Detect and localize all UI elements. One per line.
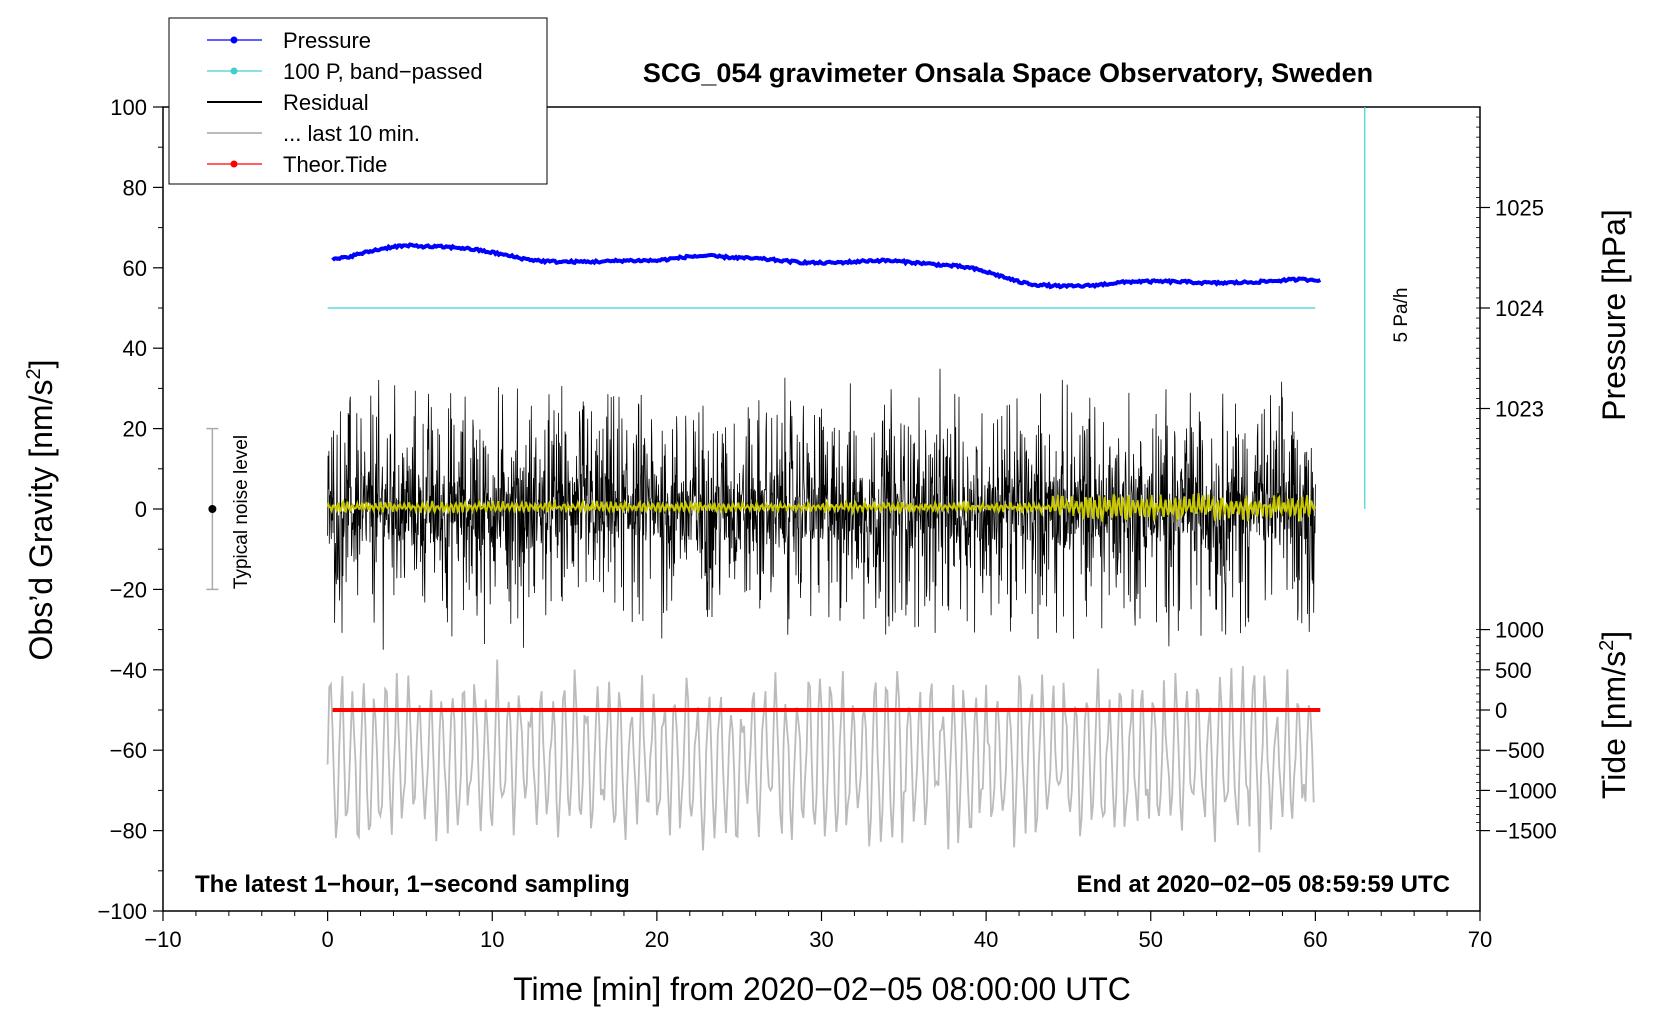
y-tick-label: 60 <box>123 256 147 281</box>
tide-tick-label: 1000 <box>1495 618 1544 643</box>
y-tick-label: −100 <box>97 899 147 924</box>
tide-tick-label: −1000 <box>1495 778 1557 803</box>
x-tick-label: −10 <box>144 927 181 952</box>
y-tick-label: −20 <box>110 577 147 602</box>
legend-label: Theor.Tide <box>283 152 387 177</box>
series-layer <box>326 242 1322 853</box>
y-tick-label: 40 <box>123 336 147 361</box>
tide-tick-label: −500 <box>1495 738 1545 763</box>
pressure-tick-label: 1023 <box>1495 397 1544 422</box>
tide-tick-label: −1500 <box>1495 819 1557 844</box>
rate-label: 5 Pa/h <box>1391 288 1412 343</box>
x-tick-label: 50 <box>1139 927 1163 952</box>
residual-filtered-line <box>326 493 1317 523</box>
y-tick-label: 80 <box>123 175 147 200</box>
legend-label: ... last 10 min. <box>283 121 420 146</box>
legend-marker <box>230 160 238 168</box>
x-axis-title: Time [min] from 2020−02−05 08:00:00 UTC <box>513 971 1131 1007</box>
legend-marker <box>230 67 238 75</box>
pressure-line <box>331 242 1322 290</box>
pressure-axis-title: Pressure [hPa] <box>1596 209 1632 421</box>
x-tick-label: 30 <box>809 927 833 952</box>
x-tick-label: 40 <box>974 927 998 952</box>
x-tick-label: 60 <box>1303 927 1327 952</box>
end-time-annotation: End at 2020−02−05 08:59:59 UTC <box>1076 871 1450 898</box>
legend-label: Pressure <box>283 28 371 53</box>
y-tick-label: 20 <box>123 417 147 442</box>
annotation-layer <box>206 107 1366 591</box>
y-tick-label: −60 <box>110 738 147 763</box>
chart-title: SCG_054 gravimeter Onsala Space Observat… <box>643 58 1373 88</box>
legend-label: Residual <box>283 90 369 115</box>
last-10-min-line <box>326 659 1315 853</box>
sampling-annotation: The latest 1−hour, 1−second sampling <box>195 871 630 898</box>
x-tick-label: 70 <box>1468 927 1492 952</box>
x-tick-label: 0 <box>322 927 334 952</box>
y-tick-label: 100 <box>110 95 147 120</box>
tide-tick-label: 500 <box>1495 658 1532 683</box>
x-tick-label: 20 <box>645 927 669 952</box>
noise-center-dot <box>208 505 217 513</box>
y-tick-label: 0 <box>135 497 147 522</box>
tide-tick-label: 0 <box>1495 698 1507 723</box>
y-tick-label: −40 <box>110 658 147 683</box>
axis-ticks: −10 0 10 20 30 40 50 60 70−100−80−60−40−20020406… <box>97 95 1556 952</box>
legend-label: 100 P, band−passed <box>283 59 483 84</box>
pressure-tick-label: 1025 <box>1495 196 1544 221</box>
y-axis-title: Obs’d Gravity [nm/s2] <box>23 360 59 661</box>
x-tick-label: 10 <box>480 927 504 952</box>
legend-marker <box>230 36 238 44</box>
y-tick-label: −80 <box>110 819 147 844</box>
noise-level-label: Typical noise level <box>231 435 252 589</box>
pressure-tick-label: 1024 <box>1495 296 1544 321</box>
tide-axis-title: Tide [nm/s2] <box>1596 631 1632 799</box>
legend: Pressure 100 P, band−passed Residual ... la… <box>168 17 548 185</box>
